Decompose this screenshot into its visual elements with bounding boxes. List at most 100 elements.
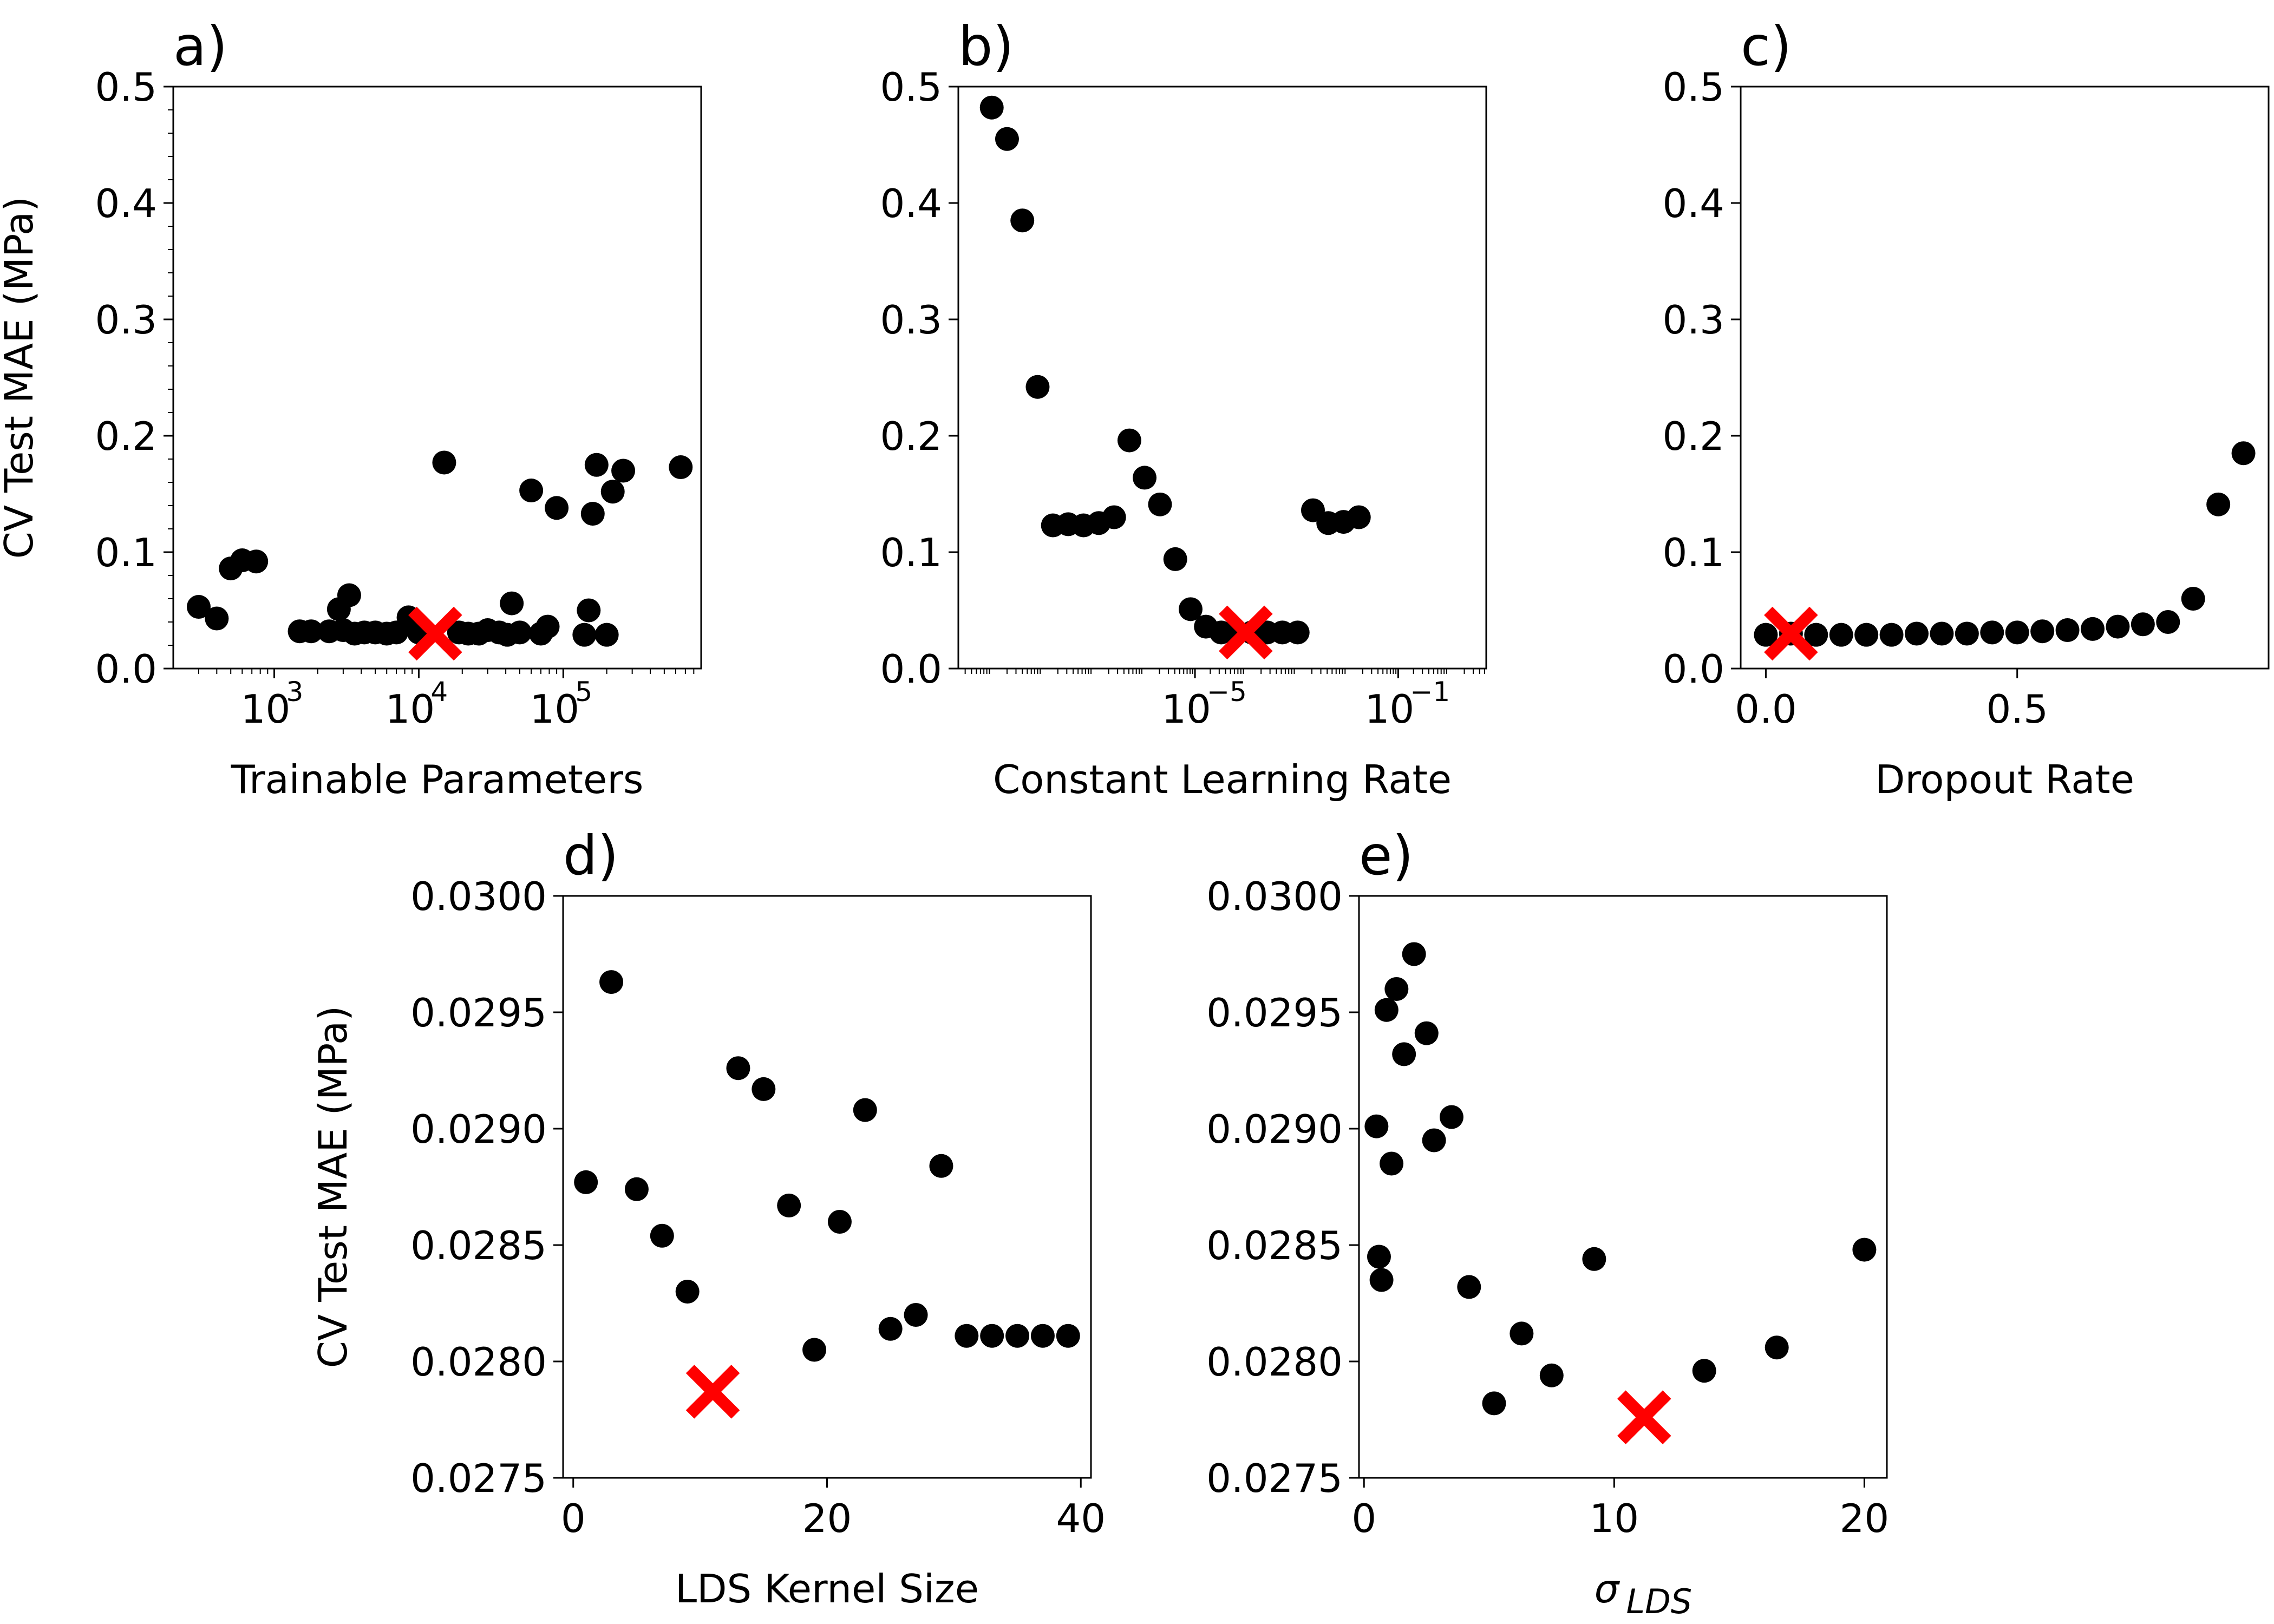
data-point xyxy=(1010,208,1035,233)
data-point xyxy=(1030,1324,1055,1348)
y-tick-label: 0.4 xyxy=(880,181,942,226)
y-tick-label: 0.0 xyxy=(95,646,157,692)
data-point xyxy=(2181,587,2205,611)
x-tick-exponent: −1 xyxy=(1410,676,1450,708)
x-tick-exponent: 3 xyxy=(286,676,304,708)
y-tick-label: 0.0300 xyxy=(410,874,547,919)
data-point xyxy=(1117,428,1141,453)
data-point xyxy=(1392,1042,1416,1066)
y-tick-label: 0.4 xyxy=(1662,181,1724,226)
x-tick-label: 0 xyxy=(561,1496,586,1541)
data-point xyxy=(802,1338,827,1362)
data-point xyxy=(519,479,544,503)
data-point xyxy=(1879,623,1904,647)
data-point xyxy=(827,1210,852,1234)
y-tick-label: 0.0275 xyxy=(1206,1456,1343,1501)
data-point xyxy=(1439,1105,1463,1129)
panel-label-c: c) xyxy=(1741,15,1792,78)
best-marker-stroke xyxy=(1764,606,1818,661)
data-point xyxy=(1102,505,1126,529)
best-marker-stroke xyxy=(1617,1390,1671,1444)
panel-d: d) 0.0275 0.0280 0.0285 0.0290 0.0295 0.0300 0 2… xyxy=(310,824,1106,1612)
y-tick-label: 0.0 xyxy=(1662,646,1724,692)
panel-label-a: a) xyxy=(173,15,227,78)
data-point xyxy=(624,1177,649,1201)
y-tick-label: 0.4 xyxy=(95,181,157,226)
data-point xyxy=(584,453,609,477)
data-point xyxy=(1367,1245,1391,1269)
y-tick-label: 0.0295 xyxy=(1206,990,1343,1036)
y-tick-label: 0.5 xyxy=(880,64,942,110)
x-tick-label: 10 xyxy=(530,686,580,732)
best-marker xyxy=(1219,605,1273,660)
best-marker xyxy=(408,606,462,661)
data-point xyxy=(599,970,624,994)
y-tick-label: 0.5 xyxy=(1662,64,1724,110)
data-point xyxy=(432,450,456,475)
data-point xyxy=(853,1098,877,1122)
axes-frame-e xyxy=(1358,895,1888,1479)
y-tick-label: 0.0295 xyxy=(410,990,547,1036)
data-point xyxy=(752,1077,776,1101)
data-point xyxy=(2106,614,2130,639)
y-axis-label: CV Test MAE (MPa) xyxy=(310,1006,356,1368)
y-tick-label: 0.0300 xyxy=(1206,874,1343,919)
y-tick-label: 0.3 xyxy=(1662,297,1724,343)
axes-frame-a xyxy=(172,86,702,670)
data-point xyxy=(1457,1275,1481,1299)
data-point xyxy=(1980,620,2004,645)
y-tick-label: 0.0290 xyxy=(1206,1106,1343,1152)
data-point xyxy=(572,623,597,647)
data-point xyxy=(1422,1128,1446,1152)
x-tick-label: 0.0 xyxy=(1735,686,1797,732)
best-marker-stroke xyxy=(408,606,462,661)
data-point xyxy=(2156,610,2180,634)
data-point xyxy=(1852,1237,1877,1262)
x-tick-label: 10 xyxy=(241,686,291,732)
data-point xyxy=(507,620,532,645)
y-tick-label: 0.0290 xyxy=(410,1106,547,1152)
data-point xyxy=(2005,620,2029,645)
data-point xyxy=(1384,977,1409,1001)
y-tick-label: 0.0285 xyxy=(1206,1223,1343,1268)
data-point xyxy=(535,614,560,639)
data-point xyxy=(1285,620,1310,645)
data-point xyxy=(878,1317,903,1341)
data-point xyxy=(1402,942,1426,966)
data-point xyxy=(1163,547,1187,571)
x-tick-exponent: 4 xyxy=(430,676,448,708)
data-point xyxy=(545,496,569,520)
best-marker xyxy=(1617,1390,1671,1444)
panel-label-b: b) xyxy=(958,15,1014,78)
x-tick-label: 10 xyxy=(1365,686,1415,732)
data-point xyxy=(650,1223,674,1248)
data-point xyxy=(979,95,1004,120)
data-point xyxy=(205,606,229,631)
axes-frame-c xyxy=(1740,86,2270,670)
data-point xyxy=(669,455,693,480)
x-tick-label: 0 xyxy=(1351,1496,1376,1541)
data-point xyxy=(1955,621,1979,646)
axes-frame-d xyxy=(562,895,1092,1479)
y-tick-label: 0.1 xyxy=(95,530,157,575)
data-point xyxy=(1582,1247,1606,1271)
best-marker xyxy=(685,1365,740,1419)
x-tick-label: 10 xyxy=(1161,686,1211,732)
data-point xyxy=(1692,1359,1716,1383)
data-point xyxy=(929,1154,953,1178)
data-point xyxy=(1510,1321,1534,1346)
data-point xyxy=(1414,1021,1439,1045)
x-tick-label: 10 xyxy=(385,686,435,732)
x-tick-label: 40 xyxy=(1056,1496,1106,1541)
panel-label-e: e) xyxy=(1359,824,1414,887)
x-axis-label: σ xyxy=(1595,1566,1620,1612)
data-point xyxy=(1369,1268,1394,1292)
y-tick-label: 0.0280 xyxy=(410,1339,547,1385)
data-point xyxy=(2055,618,2080,643)
y-tick-label: 0.2 xyxy=(880,414,942,459)
best-marker-stroke xyxy=(1219,605,1273,660)
data-point xyxy=(2231,441,2256,466)
data-point xyxy=(726,1056,750,1081)
